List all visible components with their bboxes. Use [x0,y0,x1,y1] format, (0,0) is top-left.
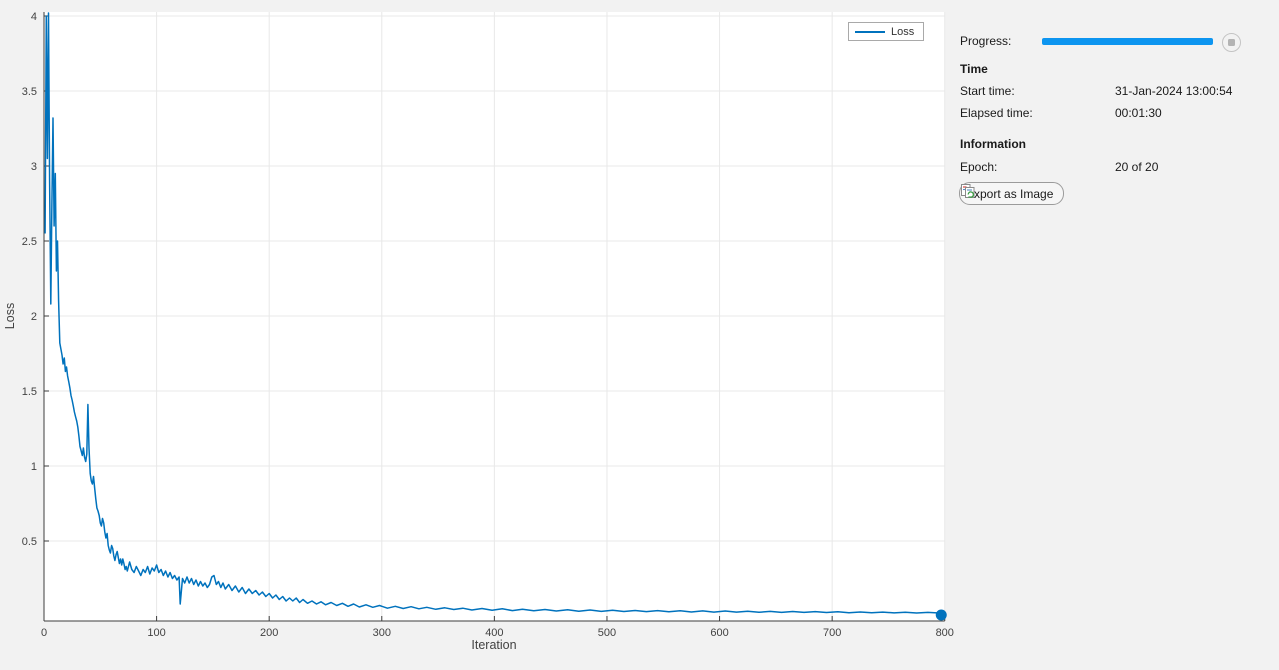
stop-icon [1228,39,1235,46]
legend-line-swatch [855,30,885,33]
y-tick-label: 2.5 [22,236,37,248]
loss-chart: 0.5 1 1.5 2 2.5 3 3.5 4 0 100 200 300 400 500 600 700 80… [3,11,954,652]
progress-bar [1042,38,1213,45]
export-as-image-button[interactable]: Export as Image [959,182,1065,205]
epoch-label: Epoch: [960,160,998,174]
start-time-label: Start time: [960,84,1015,98]
x-tick-label: 600 [710,627,728,639]
x-tick-label: 700 [823,627,841,639]
x-tick-label: 500 [598,627,616,639]
x-tick-label: 800 [936,627,954,639]
legend: Loss [848,22,924,41]
x-tick-label: 100 [147,627,165,639]
export-button-label: Export as Image [966,186,1054,201]
x-axis-label: Iteration [471,638,516,652]
y-tick-label: 0.5 [22,536,37,548]
plot-generated: 0.5 1 1.5 2 2.5 3 3.5 4 0 100 200 300 400 500 600 700 80… [22,11,954,639]
stop-button[interactable] [1222,33,1241,52]
x-tick-label: 0 [41,627,47,639]
y-tick-label: 2 [31,311,37,323]
information-section-header: Information [960,137,1026,151]
y-axis-label: Loss [3,303,17,329]
elapsed-time-label: Elapsed time: [960,106,1033,120]
progress-label: Progress: [960,34,1012,48]
x-tick-label: 200 [260,627,278,639]
x-tick-label: 400 [485,627,503,639]
epoch-value: 20 of 20 [1115,160,1159,174]
export-image-icon [961,184,975,198]
loss-line [44,12,945,614]
start-time-value: 31-Jan-2024 13:00:54 [1115,84,1233,98]
elapsed-time-value: 00:01:30 [1115,106,1162,120]
chart-area: 0.5 1 1.5 2 2.5 3 3.5 4 0 100 200 300 400 500 600 700 80… [3,11,954,652]
x-tick-label: 300 [373,627,391,639]
time-section-header: Time [960,62,988,76]
y-tick-label: 3 [31,161,37,173]
legend-label: Loss [891,25,915,38]
y-tick-label: 4 [31,11,37,23]
y-tick-label: 3.5 [22,86,37,98]
y-tick-label: 1 [31,461,37,473]
y-tick-label: 1.5 [22,386,37,398]
final-iteration-marker [935,609,947,621]
